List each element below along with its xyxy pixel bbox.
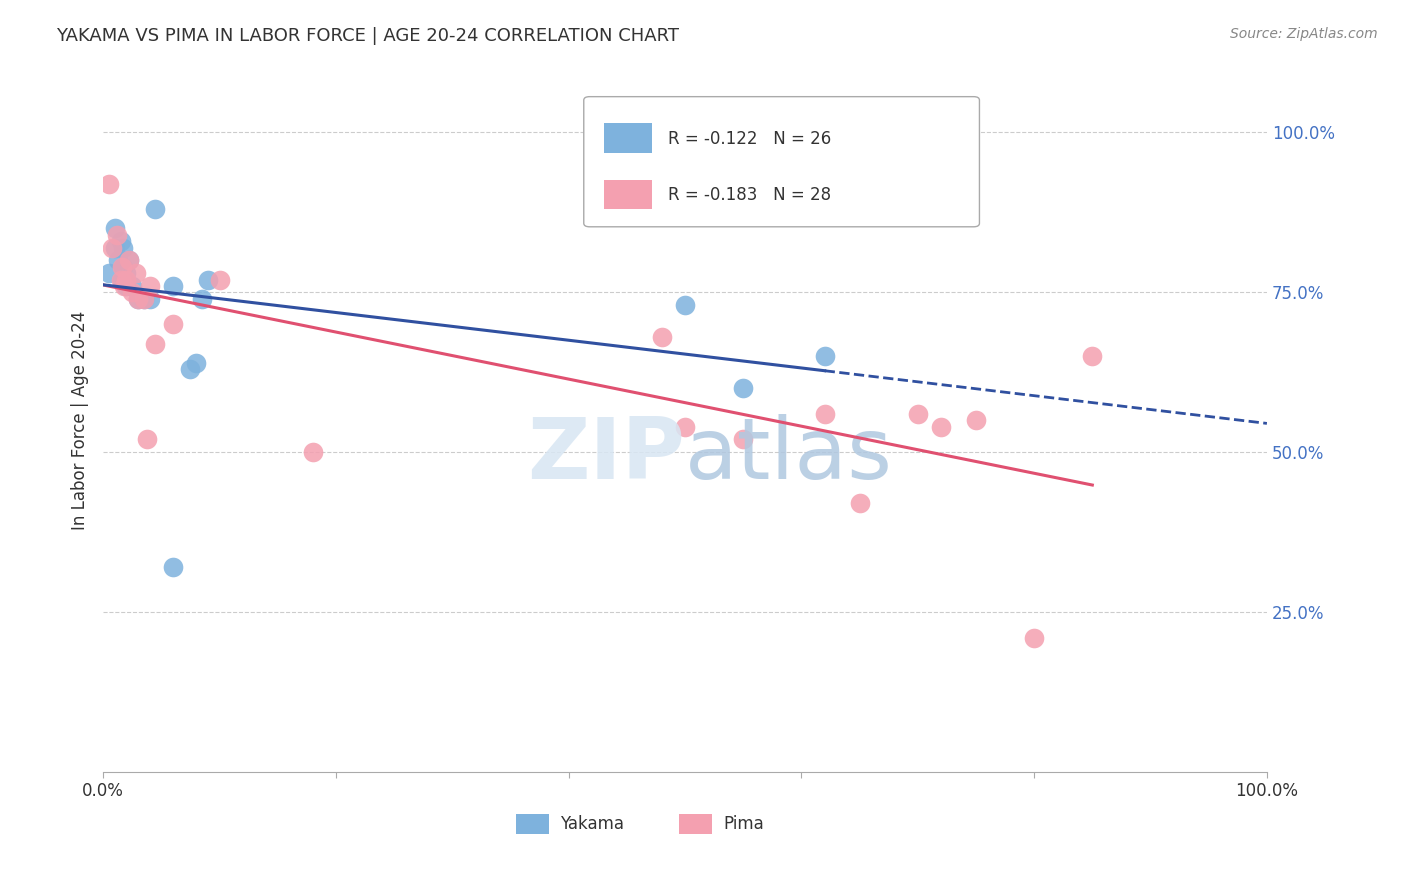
Point bbox=[111, 260, 134, 274]
Point bbox=[138, 279, 160, 293]
Text: YAKAMA VS PIMA IN LABOR FORCE | AGE 20-24 CORRELATION CHART: YAKAMA VS PIMA IN LABOR FORCE | AGE 20-2… bbox=[56, 27, 679, 45]
Point bbox=[673, 298, 696, 312]
Point bbox=[127, 292, 149, 306]
Text: ZIP: ZIP bbox=[527, 414, 685, 497]
Point bbox=[651, 330, 673, 344]
Point bbox=[208, 272, 231, 286]
Point bbox=[965, 413, 987, 427]
Point bbox=[733, 433, 755, 447]
Text: R = -0.183   N = 28: R = -0.183 N = 28 bbox=[668, 186, 831, 204]
Point bbox=[107, 253, 129, 268]
Text: Source: ZipAtlas.com: Source: ZipAtlas.com bbox=[1230, 27, 1378, 41]
Text: Pima: Pima bbox=[724, 815, 765, 833]
Point bbox=[115, 266, 138, 280]
FancyBboxPatch shape bbox=[583, 96, 980, 227]
Point bbox=[1081, 349, 1104, 363]
Point bbox=[733, 381, 755, 395]
Point bbox=[162, 318, 184, 332]
Point bbox=[138, 292, 160, 306]
Point bbox=[179, 362, 201, 376]
Bar bbox=[603, 179, 652, 210]
Point bbox=[197, 272, 219, 286]
Point bbox=[104, 241, 127, 255]
Point bbox=[136, 433, 159, 447]
Point bbox=[97, 177, 120, 191]
Text: Yakama: Yakama bbox=[561, 815, 624, 833]
Point bbox=[907, 407, 929, 421]
Point bbox=[115, 272, 138, 286]
Point bbox=[118, 253, 141, 268]
Point bbox=[111, 260, 134, 274]
Bar bbox=[603, 123, 652, 153]
Text: atlas: atlas bbox=[685, 414, 893, 497]
Point bbox=[162, 560, 184, 574]
Point bbox=[112, 279, 135, 293]
Point bbox=[301, 445, 323, 459]
Point bbox=[111, 272, 134, 286]
Point bbox=[110, 234, 132, 248]
Point bbox=[186, 356, 208, 370]
Point bbox=[105, 227, 128, 242]
Point bbox=[104, 221, 127, 235]
Point bbox=[118, 253, 141, 268]
Point bbox=[110, 272, 132, 286]
Point bbox=[101, 241, 124, 255]
Point bbox=[145, 336, 167, 351]
Point bbox=[121, 279, 143, 293]
Point bbox=[673, 419, 696, 434]
Point bbox=[125, 266, 148, 280]
Bar bbox=[516, 814, 548, 834]
Point bbox=[115, 279, 138, 293]
Point bbox=[929, 419, 952, 434]
Point bbox=[191, 292, 214, 306]
Text: R = -0.122   N = 26: R = -0.122 N = 26 bbox=[668, 130, 831, 148]
Point bbox=[127, 292, 149, 306]
Bar bbox=[679, 814, 711, 834]
Point bbox=[132, 292, 155, 306]
Y-axis label: In Labor Force | Age 20-24: In Labor Force | Age 20-24 bbox=[72, 310, 89, 530]
Point bbox=[848, 496, 870, 510]
Point bbox=[814, 349, 837, 363]
Point bbox=[162, 279, 184, 293]
Point bbox=[132, 292, 155, 306]
Point bbox=[814, 407, 837, 421]
Point bbox=[145, 202, 167, 217]
Point bbox=[1024, 631, 1046, 645]
Point bbox=[112, 272, 135, 286]
Point bbox=[121, 285, 143, 300]
Point bbox=[111, 241, 134, 255]
Point bbox=[97, 266, 120, 280]
